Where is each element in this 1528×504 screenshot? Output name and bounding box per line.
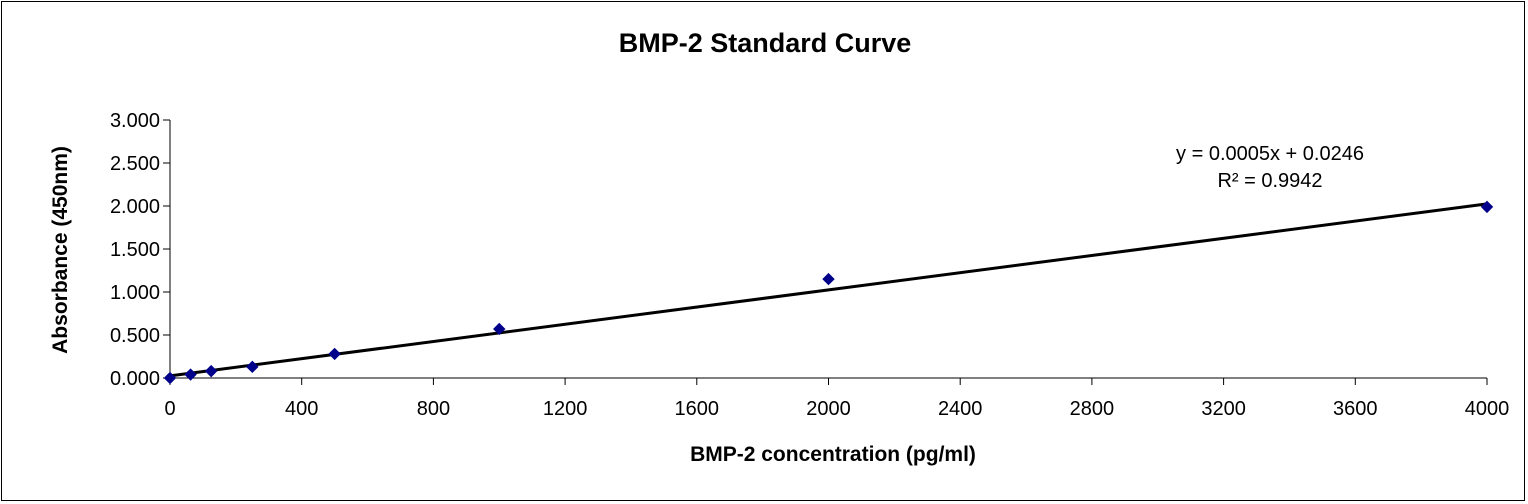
y-tick-label: 1.500 <box>110 239 160 261</box>
data-point <box>1480 200 1494 214</box>
data-point <box>204 364 218 378</box>
x-tick-label: 1600 <box>675 398 720 420</box>
x-tick-label: 2800 <box>1070 398 1115 420</box>
x-tick-label: 3600 <box>1333 398 1378 420</box>
x-tick-label: 2000 <box>806 398 851 420</box>
y-axis-title: Absorbance (450nm) <box>49 146 72 354</box>
data-point <box>184 368 197 381</box>
data-point <box>822 272 835 286</box>
x-tick-label: 4000 <box>1465 398 1510 420</box>
y-tick-label: 2.500 <box>110 153 160 175</box>
x-axis-title: BMP-2 concentration (pg/ml) <box>690 443 976 466</box>
y-tick-label: 1.000 <box>110 282 160 304</box>
x-tick-label: 3200 <box>1201 398 1246 420</box>
y-tick-label: 0.500 <box>110 325 160 347</box>
data-point <box>493 322 506 336</box>
chart-title: BMP-2 Standard Curve <box>619 28 912 58</box>
data-point <box>163 371 177 385</box>
x-tick-label: 400 <box>285 398 318 420</box>
r-squared-label: R² = 0.9942 <box>1217 170 1322 192</box>
y-tick-label: 0.000 <box>110 368 160 390</box>
x-tick-label: 2400 <box>938 398 983 420</box>
x-tick-label: 1200 <box>543 398 588 420</box>
trendline <box>169 202 1488 378</box>
data-point <box>328 347 341 361</box>
y-tick-label: 2.000 <box>110 196 160 218</box>
x-tick-label: 0 <box>164 398 175 420</box>
x-tick-label: 800 <box>417 398 450 420</box>
y-tick-label: 3.000 <box>110 110 160 132</box>
equation-label: y = 0.0005x + 0.0246 <box>1176 143 1364 165</box>
data-point <box>246 360 259 374</box>
